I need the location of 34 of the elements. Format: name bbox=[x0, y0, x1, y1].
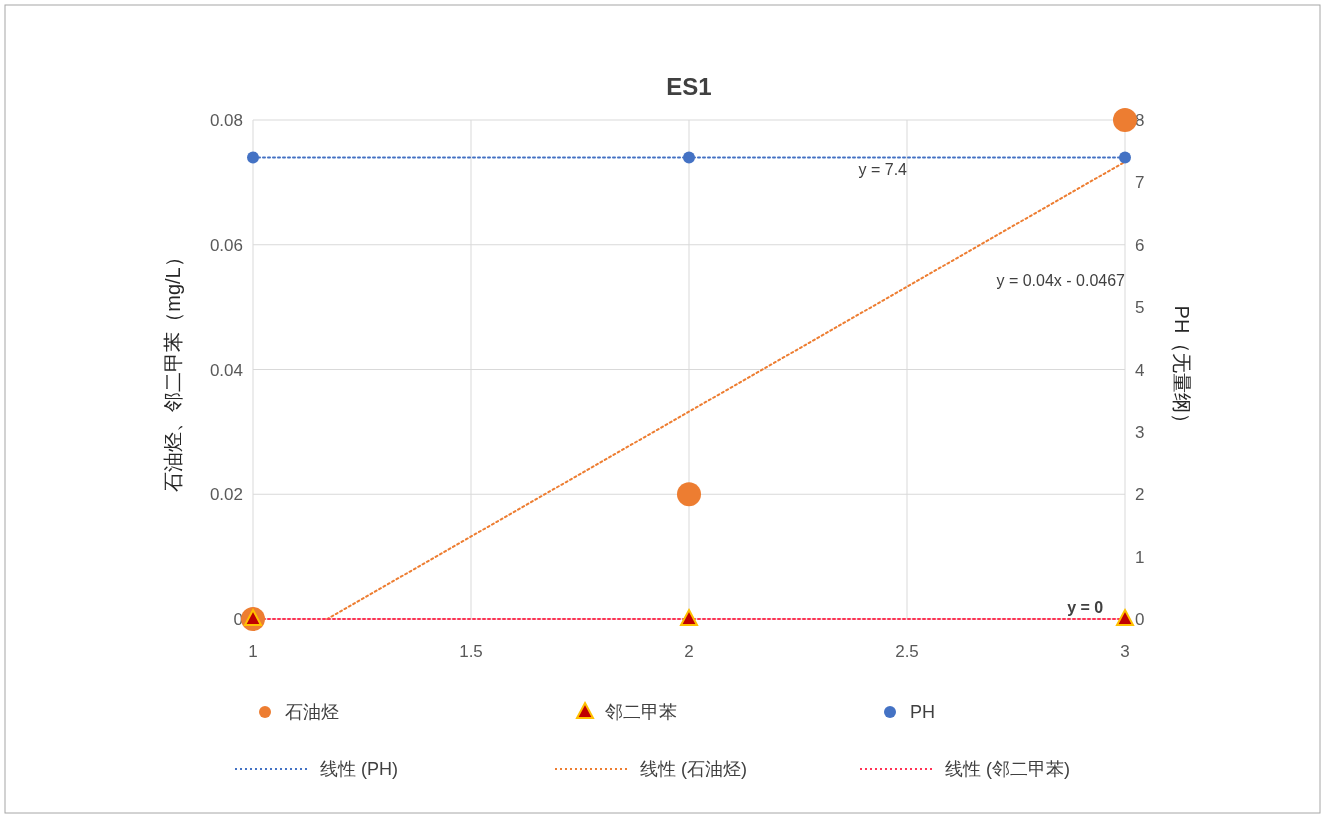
y2-axis-title: PH（无量纲） bbox=[1171, 305, 1193, 434]
y-tick-label: 0.06 bbox=[209, 235, 243, 255]
chart-title: ES1 bbox=[666, 73, 712, 100]
legend-label: 线性 (邻二甲苯) bbox=[945, 759, 1070, 779]
y-tick-label: 0.08 bbox=[209, 111, 243, 130]
y2-tick-label: 1 bbox=[1135, 547, 1145, 567]
legend-label: PH bbox=[910, 702, 936, 722]
x-tick-label: 1.5 bbox=[459, 642, 483, 661]
annotation: y = 7.4 bbox=[858, 161, 908, 179]
y2-tick-label: 4 bbox=[1135, 360, 1145, 380]
point bbox=[1116, 609, 1134, 626]
legend-label: 石油烃 bbox=[285, 702, 339, 722]
x-tick-label: 3 bbox=[1120, 642, 1130, 661]
legend-label: 线性 (石油烃) bbox=[640, 759, 747, 779]
y2-tick-label: 5 bbox=[1135, 298, 1145, 318]
y2-tick-label: 8 bbox=[1135, 111, 1145, 130]
y2-tick-label: 2 bbox=[1135, 485, 1145, 505]
point bbox=[1113, 108, 1137, 132]
y-tick-label: 0.02 bbox=[209, 485, 243, 505]
legend-label: 邻二甲苯 bbox=[605, 702, 677, 722]
x-tick-label: 1 bbox=[248, 642, 258, 661]
y-axis-title: 石油烃、邻二甲苯（mg/L） bbox=[162, 247, 184, 492]
x-tick-label: 2.5 bbox=[895, 642, 919, 661]
annotation: y = 0.04x - 0.0467 bbox=[996, 272, 1126, 289]
x-tick-label: 2 bbox=[684, 642, 694, 661]
y2-tick-label: 6 bbox=[1135, 235, 1145, 255]
y2-tick-label: 7 bbox=[1135, 173, 1145, 193]
y2-tick-label: 0 bbox=[1135, 610, 1145, 629]
annotation: y = 0 bbox=[1067, 599, 1104, 616]
point bbox=[680, 609, 698, 626]
y2-tick-label: 3 bbox=[1135, 422, 1145, 442]
point bbox=[677, 482, 701, 507]
y-tick-label: 0.04 bbox=[209, 360, 243, 380]
legend-label: 线性 (PH) bbox=[320, 759, 398, 779]
